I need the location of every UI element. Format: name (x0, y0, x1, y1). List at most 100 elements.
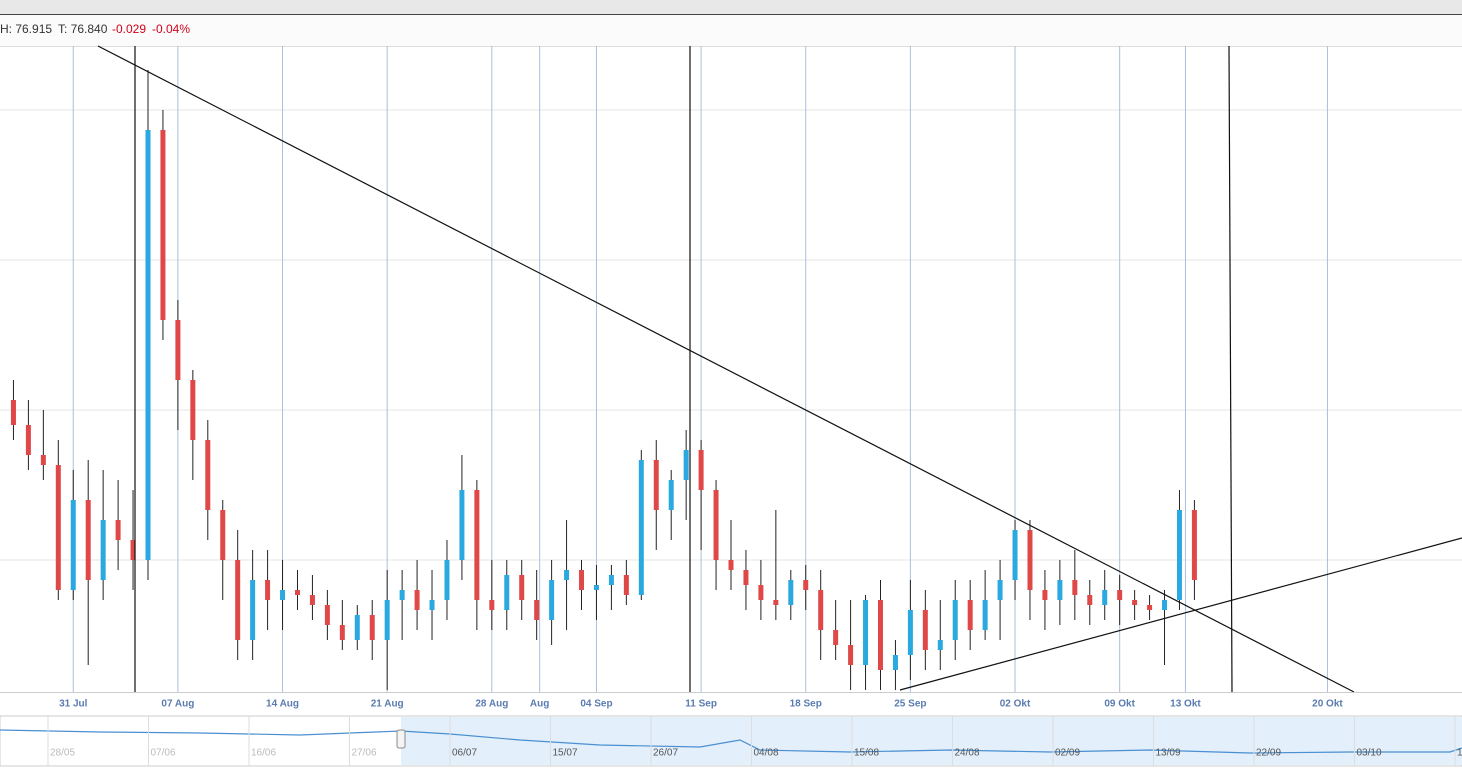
candle-body (429, 600, 435, 610)
candle-body (907, 610, 913, 655)
change-label: -0.029 (112, 22, 146, 36)
candle-body (683, 450, 689, 480)
x-axis-labels: 31 Jul 07 Aug 14 Aug 21 Aug 28 Aug Aug 04 Sep 1… (59, 699, 1343, 710)
x-tick-label: 04 Sep (580, 699, 612, 710)
candle-body (250, 580, 256, 640)
candle-body (952, 600, 958, 640)
candle-body (265, 580, 271, 600)
candle-body (85, 500, 91, 580)
candle-body (653, 460, 659, 510)
navigator-label: 07/06 (151, 748, 176, 759)
candle-body (773, 600, 779, 605)
candle-body (444, 560, 450, 600)
change-pct-label: -0.04% (152, 22, 190, 36)
navigator-handle[interactable] (396, 729, 406, 749)
candle-body (833, 630, 839, 645)
candle-body (1191, 510, 1197, 580)
candle-body (294, 590, 300, 595)
navigator-selection (401, 717, 1462, 765)
candle-body (130, 540, 136, 560)
candle-body (788, 580, 794, 605)
navigator-label: 03/10 (1357, 748, 1382, 759)
x-tick-label: 13 Okt (1170, 699, 1201, 710)
candle-body (564, 570, 570, 580)
candle-body (1176, 510, 1182, 600)
x-tick-label: 21 Aug (371, 699, 404, 710)
navigator-label: 06/07 (452, 748, 477, 759)
candle-body (967, 600, 973, 630)
candle-body (339, 625, 345, 640)
candle-body (175, 320, 181, 380)
candle-body (1057, 580, 1063, 600)
trend-line (899, 537, 1462, 691)
candle-body (235, 560, 241, 640)
candle-body (1162, 600, 1168, 610)
navigator-label: 12 (1457, 748, 1462, 759)
candle-body (1117, 590, 1123, 600)
high-label: H: 76.915 (0, 22, 52, 36)
candle-body (40, 455, 46, 465)
candle-body (1087, 595, 1093, 605)
candle-body (474, 490, 480, 600)
candle-body (848, 645, 854, 665)
candle-body (863, 600, 869, 665)
navigator-label: 22/09 (1256, 748, 1281, 759)
x-tick-label: 28 Aug (475, 699, 508, 710)
navigator-label: 28/05 (50, 748, 75, 759)
top-bar (0, 0, 1462, 14)
x-tick-label: 31 Jul (59, 699, 88, 710)
candle-body (638, 460, 644, 595)
navigator-label: 02/09 (1055, 748, 1080, 759)
candle-body (205, 440, 211, 510)
candle-body (997, 580, 1003, 600)
navigator-label: 16/06 (251, 748, 276, 759)
candle-body (877, 600, 883, 670)
navigator-label: 27/06 (352, 748, 377, 759)
candle-body (459, 490, 465, 560)
candle-body (1042, 590, 1048, 600)
x-tick-label: 25 Sep (894, 699, 926, 710)
candle-body (623, 575, 629, 595)
candle-body (758, 585, 764, 600)
navigator: 28/05 07/06 16/06 27/06 06/07 15/07 26/07 04/08… (0, 715, 1462, 767)
navigator-label: 15/07 (553, 748, 578, 759)
candle-body (519, 575, 525, 600)
candle-body (504, 575, 510, 610)
x-tick-label: 07 Aug (161, 699, 194, 710)
navigator-label: 26/07 (653, 748, 678, 759)
candle-body (55, 465, 61, 590)
trend-line (97, 45, 1355, 693)
x-tick-label: Aug (530, 699, 549, 710)
candle-body (384, 600, 390, 640)
x-tick-label: 18 Sep (790, 699, 822, 710)
candle-body (713, 490, 719, 560)
candle-body (698, 450, 704, 490)
x-tick-label: 02 Okt (1000, 699, 1031, 710)
x-tick-label: 11 Sep (685, 699, 717, 710)
candle-body (593, 585, 599, 590)
candle-body (549, 580, 555, 620)
candle-body (1027, 530, 1033, 590)
vertical-marker (1228, 45, 1233, 693)
candle-body (489, 600, 495, 610)
candle-body (818, 590, 824, 630)
candle-body (1012, 530, 1018, 580)
x-tick-label: 14 Aug (266, 699, 299, 710)
candle-body (220, 510, 226, 560)
candle-body (10, 400, 16, 425)
navigator-label: 04/08 (754, 748, 779, 759)
candle-body (534, 600, 540, 620)
navigator-label: 15/08 (854, 748, 879, 759)
candle-body (324, 605, 330, 625)
candle-body (414, 590, 420, 610)
annotations (97, 45, 1462, 693)
candle-body (399, 590, 405, 600)
candle-body (579, 570, 585, 590)
candle-body (1072, 580, 1078, 595)
candle-body (803, 580, 809, 590)
x-tick-label: 20 Okt (1312, 699, 1343, 710)
candle-body (937, 640, 943, 650)
header-bar (0, 15, 1462, 46)
candle-body (115, 520, 121, 540)
